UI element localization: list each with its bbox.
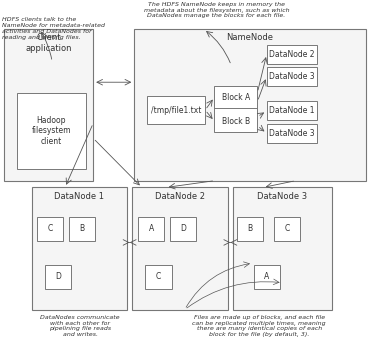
FancyBboxPatch shape [267, 124, 317, 143]
FancyBboxPatch shape [237, 217, 263, 241]
Text: B: B [247, 224, 253, 233]
Text: D: D [180, 224, 186, 233]
FancyBboxPatch shape [267, 67, 317, 86]
Text: DataNode 2: DataNode 2 [155, 192, 205, 201]
FancyBboxPatch shape [274, 217, 300, 241]
Text: The HDFS NameNode keeps in memory the
metadata about the filesystem, such as whi: The HDFS NameNode keeps in memory the me… [144, 2, 289, 18]
FancyBboxPatch shape [134, 29, 366, 181]
FancyBboxPatch shape [145, 265, 172, 289]
FancyBboxPatch shape [69, 217, 95, 241]
Text: NameNode: NameNode [226, 33, 273, 42]
Text: DataNode 3: DataNode 3 [269, 72, 315, 81]
Text: Block A: Block A [222, 93, 250, 102]
Text: A: A [264, 272, 269, 281]
FancyBboxPatch shape [170, 217, 196, 241]
Text: Block B: Block B [222, 117, 250, 126]
Text: DataNode 1: DataNode 1 [269, 106, 314, 116]
FancyBboxPatch shape [37, 217, 63, 241]
Text: DataNode 3: DataNode 3 [269, 129, 315, 138]
FancyBboxPatch shape [138, 217, 164, 241]
Text: DataNodes communicate
with each other for
pipelining file reads
and writes.: DataNodes communicate with each other fo… [40, 315, 120, 337]
Text: Hadoop
filesystem
client: Hadoop filesystem client [32, 116, 71, 146]
FancyBboxPatch shape [267, 45, 317, 64]
FancyBboxPatch shape [17, 93, 86, 169]
Text: A: A [148, 224, 154, 233]
Text: DataNode 3: DataNode 3 [257, 192, 308, 201]
Text: /tmp/file1.txt: /tmp/file1.txt [151, 106, 201, 115]
Text: Files are made up of blocks, and each file
can be replicated multiple times, mea: Files are made up of blocks, and each fi… [192, 315, 326, 337]
FancyBboxPatch shape [147, 96, 205, 124]
FancyBboxPatch shape [4, 29, 93, 181]
FancyBboxPatch shape [214, 86, 257, 132]
Text: D: D [55, 272, 61, 281]
Text: DataNode 1: DataNode 1 [54, 192, 104, 201]
FancyBboxPatch shape [233, 187, 332, 310]
Text: Client
application: Client application [25, 33, 72, 53]
FancyBboxPatch shape [254, 265, 280, 289]
Text: C: C [48, 224, 53, 233]
FancyBboxPatch shape [32, 187, 127, 310]
Text: C: C [285, 224, 290, 233]
Text: B: B [79, 224, 85, 233]
FancyBboxPatch shape [267, 101, 317, 120]
Text: DataNode 2: DataNode 2 [269, 50, 314, 59]
Text: C: C [156, 272, 161, 281]
Text: HDFS clients talk to the
NameNode for metadata-related
activities and DataNodes : HDFS clients talk to the NameNode for me… [2, 17, 105, 40]
FancyBboxPatch shape [45, 265, 71, 289]
FancyBboxPatch shape [132, 187, 228, 310]
